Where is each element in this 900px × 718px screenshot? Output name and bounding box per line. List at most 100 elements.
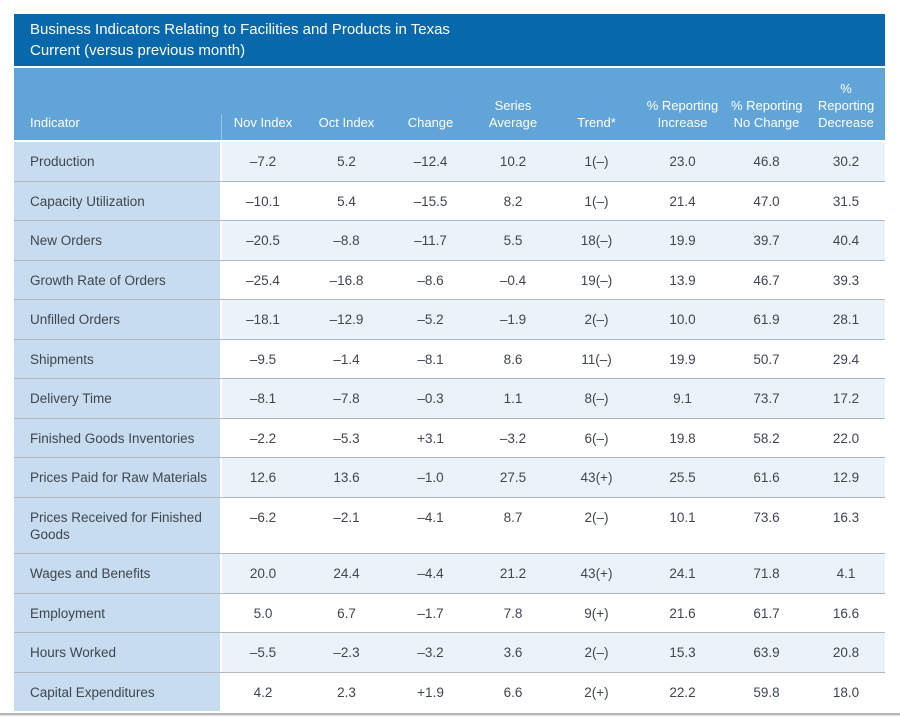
- value-cell: 9.1: [639, 379, 726, 418]
- value-cell: 20.8: [807, 633, 885, 672]
- column-header-line: Nov Index: [233, 115, 293, 130]
- value-cell: –8.1: [389, 339, 472, 378]
- column-header-line: %: [840, 81, 852, 96]
- column-header-line: % Reporting: [731, 98, 803, 113]
- value-cell: –4.4: [389, 554, 472, 593]
- value-cell: –8.1: [222, 379, 304, 418]
- value-cell: –25.4: [222, 260, 304, 299]
- table-subtitle: Current (versus previous month): [30, 42, 246, 59]
- table-row: Unfilled Orders –18.1 –12.9 –5.2 –1.9 2(–) 10.…: [14, 299, 885, 339]
- value-cell: 71.8: [726, 554, 807, 593]
- column-header-line: Decrease: [818, 115, 874, 130]
- value-cell: –2.1: [304, 497, 389, 553]
- value-cell: 8.7: [472, 497, 554, 553]
- value-cell: 18(–): [554, 221, 639, 260]
- value-cell: 8.2: [472, 181, 554, 220]
- column-header-trend: Trend*: [554, 114, 639, 140]
- value-cell: 12.9: [807, 458, 885, 497]
- value-cell: 46.8: [726, 142, 807, 181]
- indicator-cell: Finished Goods Inventories: [14, 418, 222, 457]
- indicator-label: Prices Received for Finished: [30, 509, 202, 525]
- value-cell: 2(–): [554, 633, 639, 672]
- value-cell: 59.8: [726, 672, 807, 711]
- table-row: Prices Received for Finished Goods –6.2 –2.…: [14, 496, 885, 553]
- value-cell: 6.6: [472, 672, 554, 711]
- value-cell: –12.4: [389, 142, 472, 181]
- column-header-line: Trend*: [577, 115, 616, 130]
- value-cell: –3.2: [389, 633, 472, 672]
- value-cell: 20.0: [222, 554, 304, 593]
- value-cell: 21.6: [639, 593, 726, 632]
- value-cell: –3.2: [472, 418, 554, 457]
- indicator-cell: Delivery Time: [14, 379, 222, 418]
- indicator-label: Prices Paid for Raw Materials: [30, 470, 208, 485]
- value-cell: 5.2: [304, 142, 389, 181]
- table-row: Wages and Benefits 20.0 24.4 –4.4 21.2 43(+) 2…: [14, 553, 885, 593]
- value-cell: 43(+): [554, 458, 639, 497]
- value-cell: 10.0: [639, 300, 726, 339]
- value-cell: –8.8: [304, 221, 389, 260]
- value-cell: 4.1: [807, 554, 885, 593]
- column-header-line: No Change: [733, 115, 800, 130]
- value-cell: 61.7: [726, 593, 807, 632]
- column-header-indicator: Indicator: [14, 114, 222, 140]
- value-cell: –1.4: [304, 339, 389, 378]
- value-cell: –4.1: [389, 497, 472, 553]
- value-cell: –5.5: [222, 633, 304, 672]
- value-cell: 16.3: [807, 497, 885, 553]
- value-cell: 39.3: [807, 260, 885, 299]
- table-row: Capacity Utilization –10.1 5.4 –15.5 8.2 1(–)…: [14, 180, 885, 220]
- value-cell: –15.5: [389, 181, 472, 220]
- value-cell: –2.2: [222, 418, 304, 457]
- value-cell: 50.7: [726, 339, 807, 378]
- value-cell: 2(–): [554, 300, 639, 339]
- value-cell: –7.8: [304, 379, 389, 418]
- value-cell: 22.0: [807, 418, 885, 457]
- value-cell: 6(–): [554, 418, 639, 457]
- value-cell: 30.2: [807, 142, 885, 181]
- table-title-bar: Business Indicators Relating to Faciliti…: [14, 14, 885, 66]
- column-header-line: Series: [494, 98, 532, 113]
- table-row: Finished Goods Inventories –2.2 –5.3 +3.1 –3…: [14, 417, 885, 457]
- value-cell: 19(–): [554, 260, 639, 299]
- table-row: Employment 5.0 6.7 –1.7 7.8 9(+) 21.6 61.7 16.6: [14, 592, 885, 632]
- table-row: Prices Paid for Raw Materials 12.6 13.6 –1.…: [14, 457, 885, 497]
- column-header-line: Oct Index: [318, 115, 375, 130]
- value-cell: 27.5: [472, 458, 554, 497]
- indicator-cell: Production: [14, 142, 222, 181]
- indicator-label: Capacity Utilization: [30, 193, 145, 209]
- value-cell: 5.0: [222, 593, 304, 632]
- value-cell: –10.1: [222, 181, 304, 220]
- indicator-cell: Prices Paid for Raw Materials: [14, 458, 222, 497]
- value-cell: 8.6: [472, 339, 554, 378]
- value-cell: 11(–): [554, 339, 639, 378]
- value-cell: 19.9: [639, 221, 726, 260]
- value-cell: 47.0: [726, 181, 807, 220]
- value-cell: –5.2: [389, 300, 472, 339]
- value-cell: –11.7: [389, 221, 472, 260]
- value-cell: 29.4: [807, 339, 885, 378]
- value-cell: 1(–): [554, 142, 639, 181]
- table-row: Capital Expenditures 4.2 2.3 +1.9 6.6 2(+) 22.…: [14, 671, 885, 711]
- column-header-line: Average: [488, 115, 538, 130]
- value-cell: +3.1: [389, 418, 472, 457]
- indicator-label: Hours Worked: [30, 645, 117, 660]
- table-title: Business Indicators Relating to Faciliti…: [30, 21, 450, 38]
- table-row: Shipments –9.5 –1.4 –8.1 8.6 11(–) 19.9 50.7 29.…: [14, 338, 885, 378]
- indicator-label: Finished Goods Inventories: [30, 430, 195, 446]
- value-cell: –1.0: [389, 458, 472, 497]
- value-cell: 25.5: [639, 458, 726, 497]
- indicator-cell: Shipments: [14, 339, 222, 378]
- indicator-label: New Orders: [30, 233, 103, 248]
- indicator-cell: Employment: [14, 593, 222, 632]
- column-header-change: Change: [389, 114, 472, 140]
- value-cell: 61.9: [726, 300, 807, 339]
- value-cell: 19.9: [639, 339, 726, 378]
- column-header-series-average: Series Average: [472, 97, 554, 140]
- value-cell: 6.7: [304, 593, 389, 632]
- table-row: Delivery Time –8.1 –7.8 –0.3 1.1 8(–) 9.1 73.7 1…: [14, 378, 885, 418]
- value-cell: 58.2: [726, 418, 807, 457]
- value-cell: 15.3: [639, 633, 726, 672]
- value-cell: 10.2: [472, 142, 554, 181]
- value-cell: 40.4: [807, 221, 885, 260]
